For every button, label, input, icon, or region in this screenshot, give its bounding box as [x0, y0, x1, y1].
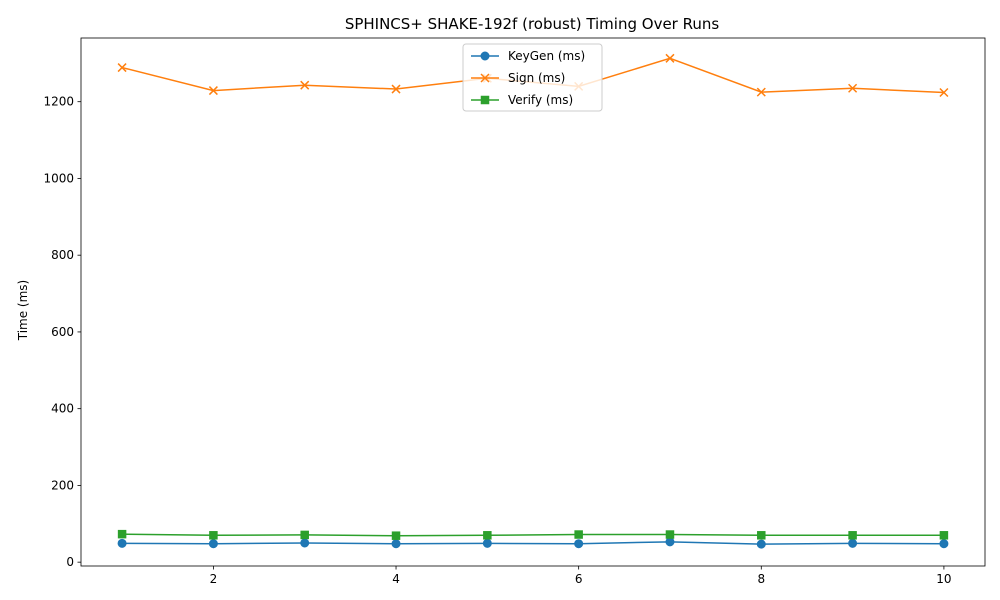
data-point — [208, 539, 218, 549]
data-point — [665, 537, 675, 547]
series-2 — [117, 529, 949, 540]
legend-label-0: KeyGen (ms) — [508, 49, 585, 63]
data-point — [574, 530, 583, 539]
axes: 2 4 6 8 10 0 200 400 600 800 1000 1200 — [43, 37, 986, 586]
y-tick-label: 600 — [51, 325, 74, 339]
data-point — [939, 531, 949, 540]
legend-marker-0 — [480, 51, 490, 61]
data-point — [756, 539, 766, 549]
y-tick-label: 1000 — [43, 171, 74, 185]
legend-marker-1 — [480, 73, 490, 83]
x-tick-label: 6 — [575, 572, 583, 586]
series-line-0 — [122, 541, 944, 545]
data-point — [665, 53, 675, 63]
y-tick-label: 1200 — [43, 95, 74, 109]
legend-label-1: Sign (ms) — [508, 71, 565, 85]
x-tick-label: 10 — [936, 572, 951, 586]
x-tick-label: 2 — [210, 572, 218, 586]
data-point — [482, 538, 492, 548]
x-tick-label: 4 — [392, 572, 400, 586]
series-0 — [117, 537, 949, 549]
data-point — [300, 80, 310, 90]
legend-marker-2 — [480, 95, 490, 105]
data-point — [848, 538, 858, 548]
axes-frame — [80, 37, 986, 567]
y-tick-label: 400 — [51, 402, 74, 416]
series-line-2 — [122, 533, 944, 537]
y-tick-label: 800 — [51, 248, 74, 262]
data-point — [665, 530, 675, 539]
data-point — [209, 531, 218, 540]
legend-label-2: Verify (ms) — [508, 93, 573, 107]
data-point — [208, 86, 218, 96]
data-point — [939, 87, 949, 98]
plot-area — [117, 53, 949, 549]
y-axis-label: Time (ms) — [16, 280, 30, 342]
data-point — [300, 530, 309, 540]
data-point — [757, 531, 766, 540]
chart-title: SPHINCS+ SHAKE-192f (robust) Timing Over… — [345, 15, 720, 33]
legend: KeyGen (ms) Sign (ms) Verify (ms) — [462, 43, 603, 112]
data-point — [483, 531, 492, 540]
data-point — [391, 84, 401, 94]
data-point — [117, 538, 127, 548]
data-point — [391, 539, 401, 549]
data-point — [300, 538, 310, 548]
y-tick-label: 0 — [66, 555, 74, 569]
data-point — [117, 529, 127, 539]
data-point — [939, 539, 949, 549]
data-point — [848, 531, 857, 540]
y-tick-label: 200 — [51, 478, 74, 492]
legend-box — [462, 43, 603, 112]
data-point — [117, 63, 127, 73]
data-point — [756, 87, 766, 97]
x-tick-label: 8 — [757, 572, 765, 586]
data-point — [574, 539, 584, 549]
data-point — [391, 531, 401, 540]
data-point — [848, 83, 858, 93]
